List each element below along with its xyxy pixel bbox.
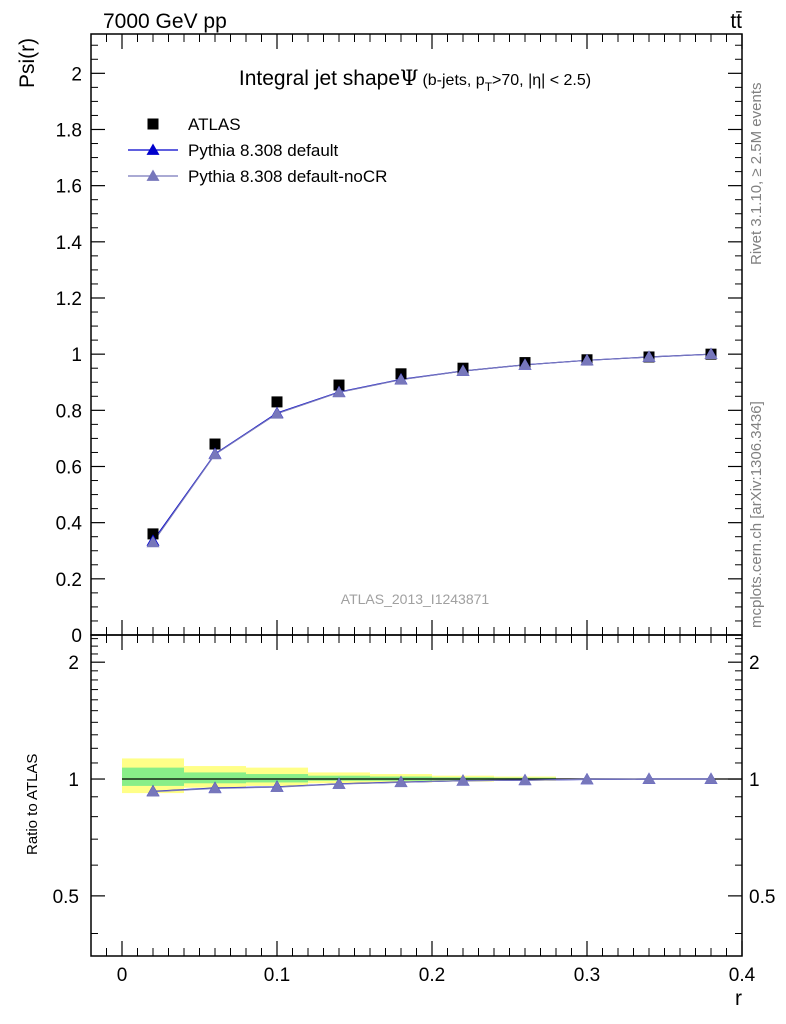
main-ytick-label: 1.4: [56, 233, 83, 254]
ratio-frame: [90, 634, 743, 957]
ratio-ytick-label: 0.5: [53, 887, 79, 908]
main-ytick-label: 1.2: [56, 289, 82, 310]
main-series-line-2: [152, 353, 712, 543]
legend-marker-1: [146, 143, 160, 155]
main-ytick-label: 1.8: [56, 120, 82, 141]
ratio-ticks: 0.5 0.5 1 1 2 2 0 0.1 0.2 0.3 0.4: [53, 635, 775, 986]
ratio-band-green-0: [122, 767, 184, 786]
main-ticks: 0 0.2 0.4 0.6 0.8 1 1.2 1.4 1.6 1.8 2: [56, 34, 743, 647]
main-marker-2-8: [642, 350, 656, 362]
main-series-line-1: [152, 353, 712, 542]
ratio-y-axis-label: Ratio to ATLAS: [24, 754, 41, 855]
main-title: Integral jet shapeΨ (b-jets, pT>70, |η| <…: [239, 66, 591, 94]
ratio-marker-1-7: [580, 772, 594, 785]
main-ytick-label: 0.8: [56, 401, 82, 422]
ratio-series-line-1: [152, 778, 711, 793]
main-marker-2-9: [704, 347, 718, 360]
ratio-ytick-label-right: 0.5: [749, 887, 775, 908]
main-y-axis-label: Psi(r): [16, 38, 39, 88]
ratio-xtick-label: 0.2: [419, 965, 445, 986]
title-sub: (b-jets, p: [422, 72, 484, 89]
ratio-marker-1-3: [332, 777, 346, 789]
legend: ATLAS Pythia 8.308 default Pythia 8.308 de…: [128, 115, 387, 186]
ratio-ytick-label-right: 2: [749, 653, 760, 674]
ratio-xtick-label: 0.3: [574, 965, 600, 986]
main-marker-2-3: [332, 385, 346, 398]
main-ytick-label: 1: [71, 345, 82, 366]
main-ytick-label: 2: [71, 64, 82, 85]
ratio-markers: [146, 772, 718, 797]
ratio-marker-1-4: [394, 775, 408, 788]
process-label: tt̄: [730, 10, 742, 33]
ratio-xtick-label: 0.4: [729, 965, 756, 986]
legend-label-1: Pythia 8.308 default: [188, 141, 339, 160]
main-series-lines: [152, 353, 712, 543]
main-marker-0-1: [209, 438, 221, 450]
ratio-ytick-label: 1: [68, 770, 79, 791]
legend-marker-0: [147, 118, 159, 130]
ratio-ytick-label-right: 1: [749, 770, 760, 791]
ratio-marker-1-8: [642, 772, 656, 784]
energy-label: 7000 GeV pp: [103, 10, 227, 33]
ratio-panel: Ratio to ATLAS 0.5 0.5 1 1 2 2 0 0.1 0.2 0.3 0.4 r: [24, 634, 775, 1010]
main-panel: Psi(r) 0 0.2 0.4 0.6 0.8 1 1.2 1.4 1.6 1.8 2 Integ…: [16, 33, 743, 647]
main-marker-2-4: [394, 373, 408, 385]
watermark: ATLAS_2013_I1243871: [341, 591, 490, 607]
main-ytick-label: 0: [71, 626, 82, 647]
ratio-series-lines: [152, 778, 711, 793]
ratio-marker-1-0: [146, 785, 160, 797]
main-ytick-label: 0.6: [56, 457, 82, 478]
main-marker-2-2: [270, 407, 284, 419]
ratio-marker-1-6: [518, 773, 532, 786]
ratio-xtick-label: 0.1: [264, 965, 290, 986]
ratio-xtick-label: 0: [117, 965, 128, 986]
main-marker-0-2: [271, 396, 283, 408]
title-sub-rest: >70, |η| < 2.5): [492, 72, 591, 89]
main-marker-2-5: [456, 364, 470, 376]
legend-label-2: Pythia 8.308 default-noCR: [188, 167, 387, 186]
ratio-ytick-label: 2: [68, 653, 79, 674]
ratio-marker-1-9: [704, 772, 718, 784]
legend-marker-2: [146, 169, 160, 181]
main-marker-0-3: [333, 379, 345, 391]
title-sub-subscript: T: [485, 80, 493, 94]
rivet-label: Rivet 3.1.10, ≥ 2.5M events: [748, 83, 765, 266]
main-marker-2-6: [518, 358, 532, 370]
main-ytick-label: 0.2: [56, 570, 82, 591]
main-ytick-label: 0.4: [56, 514, 83, 535]
main-marker-2-7: [580, 353, 594, 366]
main-marker-2-1: [208, 447, 222, 460]
main-marker-2-0: [146, 535, 160, 548]
main-markers: [146, 347, 718, 548]
ratio-marker-1-5: [456, 774, 470, 786]
legend-label-0: ATLAS: [188, 115, 241, 134]
main-ytick-label: 1.6: [56, 177, 82, 198]
title-symbol: Ψ: [400, 66, 418, 90]
ratio-band-green-1: [184, 772, 246, 784]
x-axis-label: r: [735, 987, 742, 1010]
ratio-band-green-2: [246, 774, 308, 783]
ratio-marker-1-2: [270, 780, 284, 793]
title-main: Integral jet shape: [239, 67, 400, 90]
mcplots-label: mcplots.cern.ch [arXiv:1306.3436]: [748, 401, 765, 628]
main-marker-0-0: [147, 528, 159, 540]
ratio-marker-1-1: [208, 781, 222, 794]
